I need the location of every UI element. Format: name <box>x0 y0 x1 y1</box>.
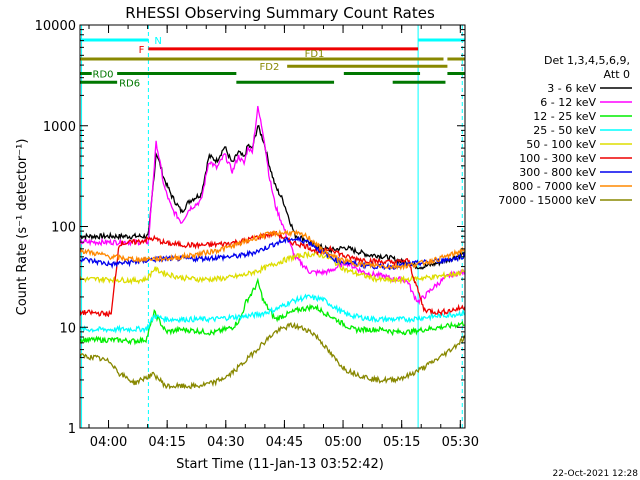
y-tick-label: 10000 <box>35 19 76 34</box>
x-tick-label: 05:15 <box>383 435 420 450</box>
series-line-800-7000-kev <box>80 229 465 271</box>
legend-label-25-50-kev: 25 - 50 keV <box>533 124 596 137</box>
flag-label-f: F <box>139 45 145 56</box>
footer-timestamp: 22-Oct-2021 12:28 <box>553 469 639 479</box>
flag-label-rd0: RD0 <box>93 70 114 81</box>
series-line-7000-15000-kev <box>80 321 465 390</box>
flag-label-fd2: FD2 <box>260 62 280 73</box>
x-tick-label: 05:00 <box>324 435 361 450</box>
flag-label-rd6: RD6 <box>119 78 140 89</box>
series-line-100-300-kev <box>80 230 465 318</box>
legend-header: Det 1,3,4,5,6,9, <box>544 54 630 67</box>
x-tick-label: 04:30 <box>207 435 244 450</box>
flag-label-n: N <box>154 36 161 47</box>
legend-label-12-25-kev: 12 - 25 keV <box>533 110 596 123</box>
y-tick-label: 100 <box>51 221 76 236</box>
x-tick-label: 05:30 <box>442 435 479 450</box>
legend-label-100-300-kev: 100 - 300 keV <box>519 152 596 165</box>
y-axis-label: Count Rate (s⁻¹ detector⁻¹) <box>15 139 30 316</box>
series-line-3-6-kev <box>80 124 465 270</box>
chart-title: RHESSI Observing Summary Count Rates <box>125 4 435 22</box>
flag-label-fd1: FD1 <box>305 49 325 60</box>
y-tick-label: 1 <box>68 422 76 437</box>
legend-label-6-12-kev: 6 - 12 keV <box>540 96 596 109</box>
x-tick-label: 04:45 <box>266 435 303 450</box>
series-line-12-25-kev <box>80 277 465 346</box>
legend-label-50-100-kev: 50 - 100 keV <box>526 138 596 151</box>
plot-area: NF FD1 FD2 RD0 RD6 04:00 04:15 04:30 04:45 05:00 0… <box>35 19 479 450</box>
legend-label-3-6-kev: 3 - 6 keV <box>547 82 596 95</box>
x-axis-label: Start Time (11-Jan-13 03:52:42) <box>176 457 384 472</box>
legend-label-300-800-kev: 300 - 800 keV <box>519 166 596 179</box>
y-tick-label: 10 <box>59 321 76 336</box>
legend-label-800-7000-kev: 800 - 7000 keV <box>512 180 596 193</box>
legend-header: Att 0 <box>604 68 630 81</box>
series-line-6-12-kev <box>80 105 465 306</box>
series-group <box>80 105 465 390</box>
series-line-50-100-kev <box>80 250 465 286</box>
x-tick-label: 04:15 <box>148 435 185 450</box>
series-line-25-50-kev <box>80 293 465 334</box>
x-tick-label: 04:00 <box>90 435 127 450</box>
legend-label-7000-15000-kev: 7000 - 15000 keV <box>498 194 596 207</box>
y-tick-label: 1000 <box>43 120 76 135</box>
